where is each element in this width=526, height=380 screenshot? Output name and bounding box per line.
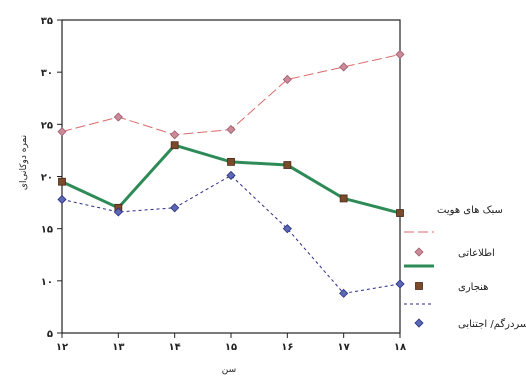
y-axis-title: نمره دوکانی‌ای: [19, 135, 29, 190]
x-tick-label: ۱۵: [225, 342, 237, 353]
y-tick-label: ۱۵: [41, 225, 53, 236]
legend-label: اطلاعاتی: [458, 248, 495, 259]
y-tick-label: ۵: [47, 329, 53, 340]
data-point: [57, 127, 67, 137]
series-layer: [57, 49, 405, 298]
data-point: [226, 170, 236, 181]
data-point: [339, 194, 348, 203]
data-point: [339, 288, 349, 298]
legend-label: هنجاری: [458, 282, 488, 293]
data-point: [113, 207, 123, 217]
y-tick-label: ۱۰: [41, 277, 53, 288]
legend-title: سبک های هویت: [437, 205, 503, 216]
x-axis-title: سن: [222, 365, 236, 375]
data-point: [57, 194, 67, 205]
x-tick-label: ۱۳: [112, 342, 124, 353]
data-point: [170, 141, 179, 150]
data-point: [395, 49, 405, 59]
data-point: [226, 124, 236, 135]
y-tick-label: ۳۵: [41, 16, 53, 27]
series-line-2: [61, 174, 401, 294]
data-point: [170, 130, 180, 140]
legend-marker: [414, 318, 424, 328]
data-point: [339, 62, 349, 72]
legend-marker: [414, 247, 424, 257]
legend: سبک های هویت اطلاعاتی هنجاری سردرگم/ اجتناب…: [404, 205, 526, 330]
data-point: [113, 112, 123, 122]
data-point: [282, 74, 292, 85]
legend-marker: [415, 282, 423, 290]
data-point: [395, 279, 405, 289]
x-tick-label: ۱۶: [281, 342, 293, 353]
y-tick-label: ۲۵: [41, 120, 53, 131]
x-tick-label: ۱۴: [169, 342, 181, 353]
y-tick-label: ۲۰: [41, 173, 53, 184]
data-point: [227, 157, 235, 166]
x-tick-label: ۱۸: [394, 342, 406, 353]
data-point: [58, 177, 66, 186]
legend-label: سردرگم/ اجتنابی: [458, 318, 526, 330]
axes: ۵ ۱۰ ۱۵ ۲۰ ۲۵ ۳۰ ۳۵ ۱۲ ۱۳ ۱۴ ۱۵ ۱۶ ۱۷ ۱۸ سن نمره دوکانی…: [19, 16, 406, 375]
data-point: [170, 203, 180, 213]
data-point: [282, 224, 292, 234]
data-point: [396, 209, 404, 217]
x-tick-label: ۱۲: [56, 342, 68, 353]
data-point: [283, 161, 292, 169]
x-tick-label: ۱۷: [338, 342, 350, 353]
series-line-0: [61, 53, 401, 136]
y-tick-label: ۳۰: [41, 68, 53, 79]
